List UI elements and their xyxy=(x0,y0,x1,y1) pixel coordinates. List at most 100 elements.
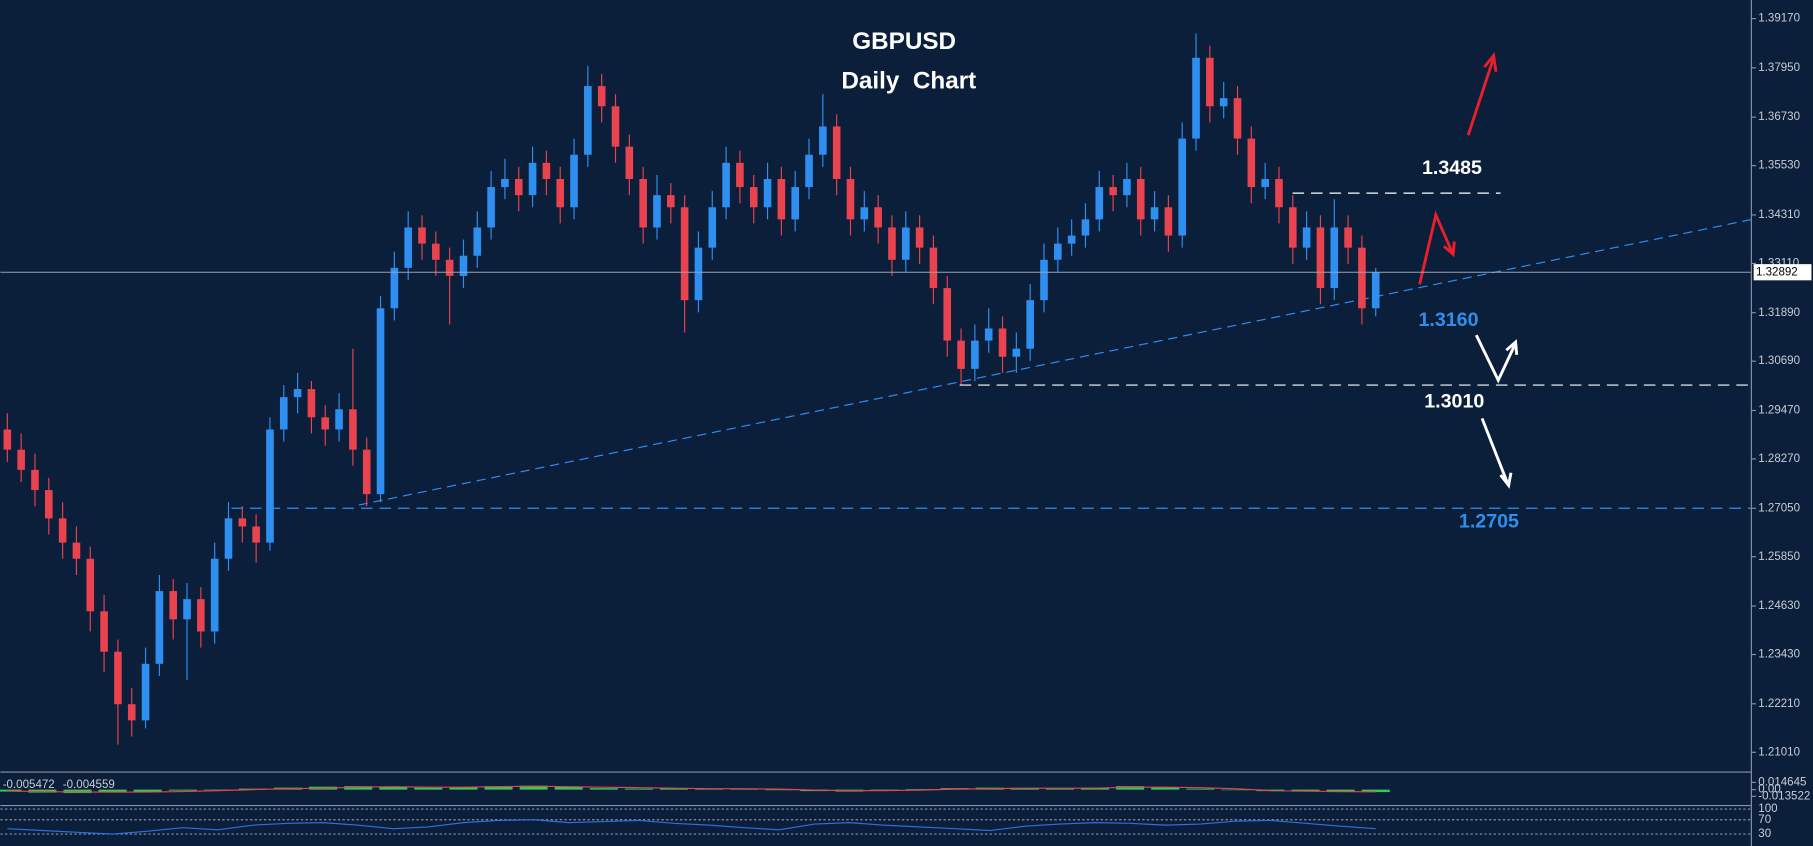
candle-body xyxy=(1219,98,1228,107)
candle-body xyxy=(998,328,1007,357)
macd-bar xyxy=(63,789,92,794)
candle-body xyxy=(528,162,537,196)
y-tick-label: 1.28270 xyxy=(1758,453,1800,465)
candle-body xyxy=(1261,178,1269,188)
arrow xyxy=(1505,339,1519,355)
candle-body xyxy=(1150,207,1159,220)
candle-body xyxy=(1040,259,1048,301)
macd-bar xyxy=(133,789,162,792)
candle-body xyxy=(141,663,150,721)
candle-body xyxy=(487,187,495,228)
candle-body xyxy=(819,126,827,155)
candle-body xyxy=(473,227,482,256)
candle-body xyxy=(1067,235,1076,244)
candle-body xyxy=(542,162,551,179)
y-tick-label: 1.36730 xyxy=(1758,111,1800,123)
candle-body xyxy=(929,247,938,289)
candle-body xyxy=(763,178,772,208)
macd-bar xyxy=(98,789,127,793)
candle-body xyxy=(805,154,813,188)
y-tick-label: 1.37950 xyxy=(1758,62,1800,74)
candle-body xyxy=(832,126,841,179)
candle-body xyxy=(1123,178,1131,196)
candle-body xyxy=(1095,187,1104,220)
candle-body xyxy=(1206,57,1214,107)
candle-body xyxy=(1054,243,1062,260)
candle-body xyxy=(17,449,25,470)
candle-body xyxy=(127,704,136,721)
macd-bar xyxy=(659,788,689,790)
candle-body xyxy=(86,558,95,612)
candle-body xyxy=(777,178,786,220)
level-label: 1.3010 xyxy=(1424,391,1484,413)
arrow xyxy=(1466,57,1495,136)
candle-body xyxy=(694,247,703,301)
y-tick-label: 1.29470 xyxy=(1758,405,1800,417)
candle-body xyxy=(238,518,247,527)
macd-bar xyxy=(1361,789,1390,793)
candle-body xyxy=(376,308,385,495)
macd-readout: -0.005472 xyxy=(3,779,55,791)
chart-title: GBPUSD xyxy=(852,28,956,55)
candle-body xyxy=(943,288,952,341)
candle-body xyxy=(1109,187,1117,196)
candle-body xyxy=(321,417,330,430)
candle-body xyxy=(874,207,882,228)
arrow-head xyxy=(1483,51,1498,72)
candle-body xyxy=(307,389,316,418)
candle-body xyxy=(1012,348,1021,357)
candle-body xyxy=(791,187,799,220)
candle-body xyxy=(749,187,758,208)
candle-body xyxy=(1233,98,1242,139)
rsi-tick-label: 100 xyxy=(1758,803,1777,815)
y-tick-label: 1.31890 xyxy=(1758,307,1800,319)
candle-body xyxy=(736,162,744,188)
trend-line xyxy=(358,219,1752,506)
candle-body xyxy=(860,207,869,220)
rsi-line xyxy=(7,819,1376,835)
candle-body xyxy=(224,518,233,559)
level-label: 1.2705 xyxy=(1459,510,1519,532)
macd-signal xyxy=(7,785,1376,793)
macd-bar xyxy=(1221,789,1250,791)
y-tick-label: 1.24630 xyxy=(1758,600,1800,612)
y-tick-label: 1.21010 xyxy=(1758,746,1800,758)
candle-body xyxy=(293,389,302,398)
candle-body xyxy=(639,178,647,228)
macd-bar xyxy=(344,786,373,790)
candle-body xyxy=(279,397,288,430)
candle-body xyxy=(501,178,509,188)
candle-body xyxy=(210,558,219,632)
y-tick-label: 1.39170 xyxy=(1758,13,1800,25)
candle-body xyxy=(197,599,205,632)
candle-body xyxy=(846,178,855,220)
macd-bar xyxy=(730,789,759,790)
macd-bar xyxy=(1326,789,1355,793)
macd-bar xyxy=(1045,788,1074,790)
macd-bar xyxy=(1186,788,1215,790)
candle-body xyxy=(1358,247,1366,309)
arrow xyxy=(1474,334,1517,384)
candle-body xyxy=(514,178,523,196)
candle-body xyxy=(155,591,164,664)
candle-body xyxy=(597,86,606,107)
candle-body xyxy=(1081,219,1090,236)
candle-body xyxy=(1330,227,1339,289)
candle-body xyxy=(722,162,730,208)
macd-bar xyxy=(203,789,232,791)
candle-body xyxy=(1192,57,1200,139)
chart-subtitle: Daily Chart xyxy=(841,67,976,94)
candle-body xyxy=(445,259,454,276)
candle-body xyxy=(58,518,67,543)
candle-body xyxy=(708,207,717,248)
arrow-head xyxy=(1499,472,1513,489)
candle-body xyxy=(1316,227,1325,289)
arrow xyxy=(1480,417,1509,484)
y-tick-label: 1.23430 xyxy=(1758,649,1800,661)
y-tick-label: 1.22210 xyxy=(1758,698,1800,710)
candle-body xyxy=(570,154,578,208)
rsi-tick-label: 70 xyxy=(1758,814,1771,826)
candle-body xyxy=(888,227,896,260)
